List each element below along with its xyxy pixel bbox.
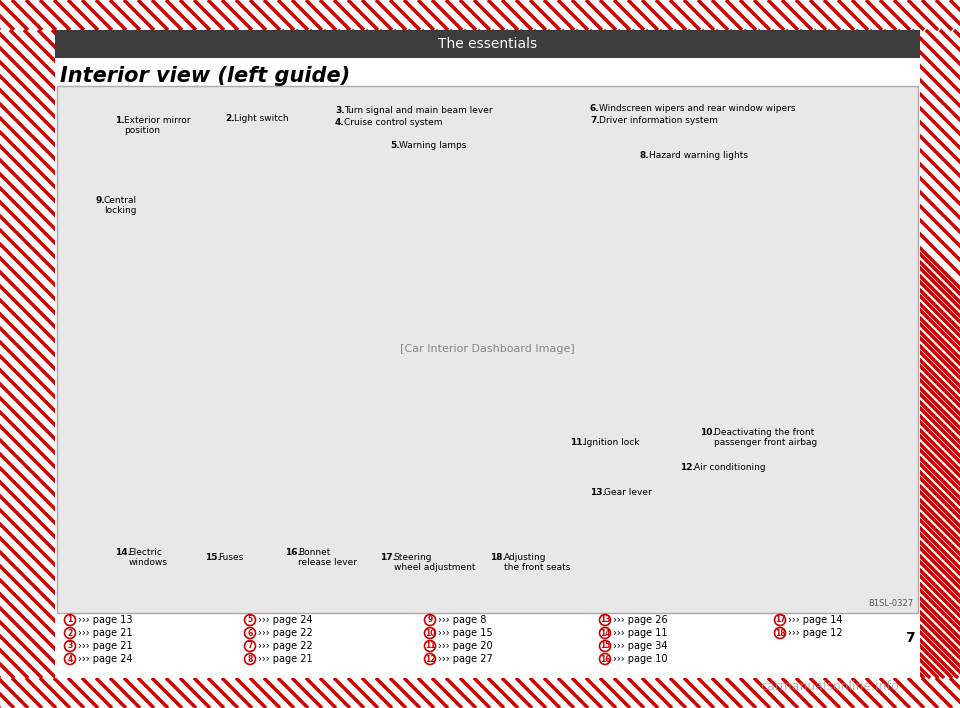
Text: 14: 14 xyxy=(600,629,611,637)
Text: Deactivating the front
passenger front airbag: Deactivating the front passenger front a… xyxy=(713,428,817,447)
Text: 11.: 11. xyxy=(570,438,586,447)
Text: carmanualsonline.info: carmanualsonline.info xyxy=(760,680,899,693)
Text: Exterior mirror
position: Exterior mirror position xyxy=(124,116,190,135)
Circle shape xyxy=(64,627,76,639)
Text: Cruise control system: Cruise control system xyxy=(344,118,443,127)
Text: 7: 7 xyxy=(905,631,915,645)
Text: 17.: 17. xyxy=(380,553,396,562)
Text: ››› page 10: ››› page 10 xyxy=(613,654,667,664)
Text: Gear lever: Gear lever xyxy=(604,488,651,497)
Circle shape xyxy=(424,641,436,651)
Circle shape xyxy=(599,627,611,639)
Text: 2: 2 xyxy=(67,629,73,637)
Circle shape xyxy=(245,627,255,639)
Text: Central
locking: Central locking xyxy=(104,196,137,215)
Text: 17: 17 xyxy=(775,615,785,624)
Circle shape xyxy=(424,653,436,665)
Text: 9: 9 xyxy=(427,615,433,624)
Bar xyxy=(57,86,918,613)
Text: ››› page 34: ››› page 34 xyxy=(613,641,667,651)
Text: ››› page 21: ››› page 21 xyxy=(78,641,132,651)
Text: 8.: 8. xyxy=(640,151,650,160)
Text: Hazard warning lights: Hazard warning lights xyxy=(649,151,748,160)
Text: ››› page 12: ››› page 12 xyxy=(788,628,843,638)
Text: 1.: 1. xyxy=(115,116,125,125)
Text: ››› page 27: ››› page 27 xyxy=(438,654,492,664)
Text: ››› page 13: ››› page 13 xyxy=(78,615,132,625)
Text: [Car Interior Dashboard Image]: [Car Interior Dashboard Image] xyxy=(400,345,575,355)
Text: Air conditioning: Air conditioning xyxy=(693,463,765,472)
Text: ››› page 26: ››› page 26 xyxy=(613,615,667,625)
Text: The essentials: The essentials xyxy=(438,37,537,51)
Text: Light switch: Light switch xyxy=(234,114,289,123)
Text: 10: 10 xyxy=(424,629,435,637)
Text: 15.: 15. xyxy=(205,553,221,562)
Text: 7: 7 xyxy=(248,641,252,651)
Text: 18: 18 xyxy=(775,629,785,637)
Text: 4.: 4. xyxy=(335,118,345,127)
Circle shape xyxy=(599,615,611,625)
Circle shape xyxy=(424,627,436,639)
Text: 13.: 13. xyxy=(590,488,606,497)
Text: 3.: 3. xyxy=(335,106,345,115)
Text: 12: 12 xyxy=(424,654,435,663)
Circle shape xyxy=(245,653,255,665)
Text: 16: 16 xyxy=(600,654,611,663)
Text: ››› page 11: ››› page 11 xyxy=(613,628,667,638)
Circle shape xyxy=(775,615,785,625)
Text: Turn signal and main beam lever: Turn signal and main beam lever xyxy=(344,106,492,115)
Text: ››› page 24: ››› page 24 xyxy=(258,615,313,625)
Text: 16.: 16. xyxy=(285,548,300,557)
Text: 4: 4 xyxy=(67,654,73,663)
Text: 3: 3 xyxy=(67,641,73,651)
Text: 11: 11 xyxy=(424,641,435,651)
Text: ››› page 22: ››› page 22 xyxy=(258,628,313,638)
Text: Driver information system: Driver information system xyxy=(599,116,718,125)
Text: 9.: 9. xyxy=(95,196,105,205)
Text: 18.: 18. xyxy=(490,553,506,562)
Text: 13: 13 xyxy=(600,615,611,624)
Text: 10.: 10. xyxy=(700,428,716,437)
Text: ››› page 14: ››› page 14 xyxy=(788,615,843,625)
Circle shape xyxy=(599,653,611,665)
Text: ››› page 20: ››› page 20 xyxy=(438,641,492,651)
Text: 6: 6 xyxy=(248,629,252,637)
Circle shape xyxy=(775,627,785,639)
Circle shape xyxy=(424,615,436,625)
Circle shape xyxy=(64,641,76,651)
Circle shape xyxy=(245,615,255,625)
Text: Steering
wheel adjustment: Steering wheel adjustment xyxy=(394,553,475,572)
Text: 2.: 2. xyxy=(225,114,234,123)
Text: ››› page 24: ››› page 24 xyxy=(78,654,132,664)
Text: Warning lamps: Warning lamps xyxy=(399,141,467,150)
Text: 6.: 6. xyxy=(590,104,600,113)
Text: Interior view (left guide): Interior view (left guide) xyxy=(60,66,350,86)
Text: 7.: 7. xyxy=(590,116,600,125)
Text: Adjusting
the front seats: Adjusting the front seats xyxy=(503,553,570,572)
Text: ››› page 21: ››› page 21 xyxy=(258,654,313,664)
Text: 5: 5 xyxy=(248,615,252,624)
Text: Windscreen wipers and rear window wipers: Windscreen wipers and rear window wipers xyxy=(599,104,796,113)
Circle shape xyxy=(599,641,611,651)
Text: Ignition lock: Ignition lock xyxy=(584,438,639,447)
Text: ››› page 21: ››› page 21 xyxy=(78,628,132,638)
Text: 12.: 12. xyxy=(680,463,696,472)
Text: ››› page 8: ››› page 8 xyxy=(438,615,487,625)
Bar xyxy=(55,30,920,58)
Circle shape xyxy=(64,653,76,665)
Text: 15: 15 xyxy=(600,641,611,651)
Text: B1SL-0327: B1SL-0327 xyxy=(868,599,913,608)
Text: 8: 8 xyxy=(248,654,252,663)
Text: Bonnet
release lever: Bonnet release lever xyxy=(299,548,357,567)
Text: ››› page 15: ››› page 15 xyxy=(438,628,492,638)
Text: Electric
windows: Electric windows xyxy=(129,548,167,567)
Circle shape xyxy=(245,641,255,651)
Text: 5.: 5. xyxy=(390,141,399,150)
Text: Fuses: Fuses xyxy=(219,553,244,562)
Text: 1: 1 xyxy=(67,615,73,624)
Circle shape xyxy=(64,615,76,625)
Text: ››› page 22: ››› page 22 xyxy=(258,641,313,651)
Text: 14.: 14. xyxy=(115,548,131,557)
